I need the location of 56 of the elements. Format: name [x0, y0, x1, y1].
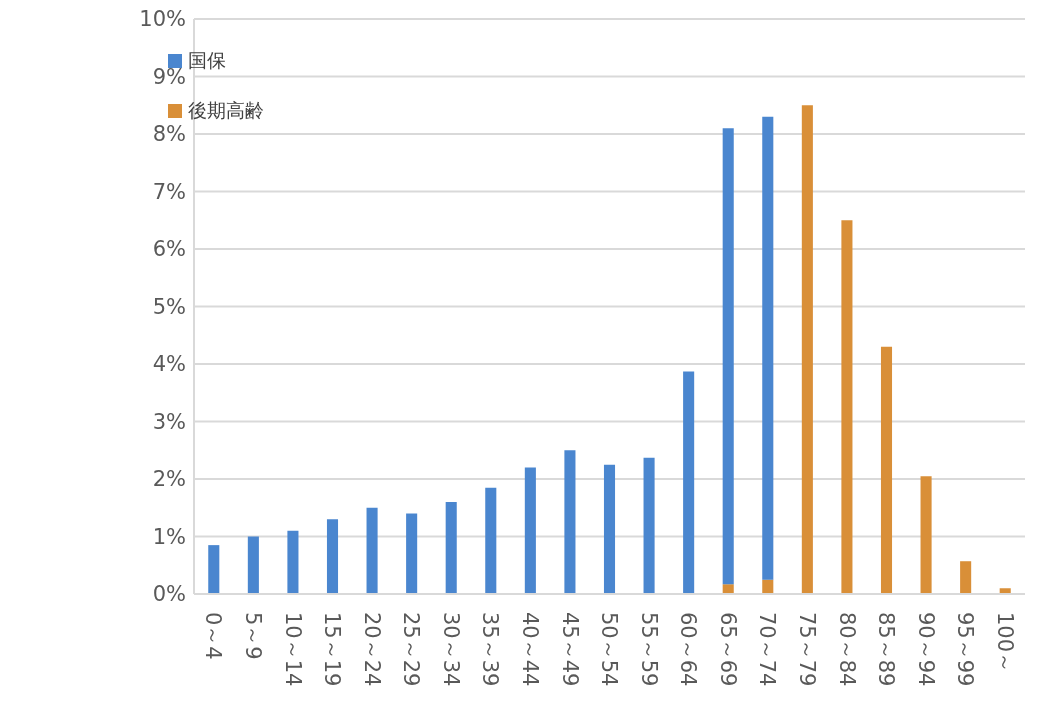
- x-tick-label: 95～99: [953, 612, 978, 687]
- bar: [485, 487, 497, 594]
- bar: [841, 220, 853, 594]
- y-tick-label: 4%: [152, 352, 186, 377]
- legend-label: 国保: [188, 49, 226, 71]
- x-tick-label: 25～29: [399, 612, 424, 687]
- x-tick-label: 60～64: [676, 612, 701, 687]
- bar: [524, 467, 536, 594]
- x-tick-label: 55～59: [636, 612, 661, 687]
- bar: [326, 519, 339, 594]
- bar: [762, 116, 774, 580]
- bar: [722, 584, 734, 594]
- bar: [564, 450, 576, 594]
- bar: [445, 502, 457, 594]
- bar: [920, 476, 932, 594]
- bar: [722, 128, 734, 585]
- bar: [960, 561, 972, 594]
- bar: [683, 371, 695, 594]
- x-tick-label: 0～4: [201, 612, 226, 660]
- x-tick-label: 70～74: [755, 612, 780, 687]
- y-tick-label: 7%: [152, 179, 186, 204]
- legend-label: 後期高齢: [187, 98, 264, 123]
- x-tick-label: 40～44: [518, 612, 543, 687]
- y-tick-label: 8%: [152, 122, 186, 147]
- bar: [247, 536, 259, 594]
- bar: [287, 530, 299, 594]
- x-tick-label: 5～9: [241, 612, 266, 660]
- x-tick-label: 15～19: [320, 612, 345, 687]
- x-tick-label: 10～14: [280, 612, 305, 687]
- y-tick-label: 3%: [152, 409, 186, 434]
- x-tick-label: 20～24: [359, 612, 384, 687]
- x-tick-label: 45～49: [557, 612, 582, 687]
- x-tick-label: 100～: [992, 612, 1017, 674]
- x-tick-label: 85～89: [874, 612, 899, 687]
- y-tick-label: 10%: [139, 7, 186, 32]
- x-tick-label: 35～39: [478, 612, 503, 687]
- y-tick-label: 2%: [152, 467, 186, 492]
- y-tick-label: 6%: [152, 237, 186, 262]
- x-tick-label: 75～79: [795, 612, 820, 687]
- x-tick-label: 90～94: [913, 612, 938, 687]
- x-tick-label: 65～69: [715, 612, 740, 687]
- bar: [208, 545, 220, 594]
- bar: [366, 507, 378, 594]
- bar: [762, 579, 774, 594]
- x-tick-label: 30～34: [438, 612, 463, 687]
- y-tick-label: 5%: [152, 294, 186, 319]
- y-tick-label: 0%: [152, 582, 186, 607]
- bar: [603, 464, 616, 594]
- x-tick-label: 50～54: [597, 612, 622, 687]
- bar: [406, 513, 418, 594]
- bar: [880, 346, 893, 594]
- x-tick-label: 80～84: [834, 612, 859, 687]
- y-tick-label: 1%: [152, 524, 186, 549]
- y-tick-label: 9%: [152, 64, 186, 89]
- bar: [801, 105, 813, 594]
- bar: [643, 457, 655, 594]
